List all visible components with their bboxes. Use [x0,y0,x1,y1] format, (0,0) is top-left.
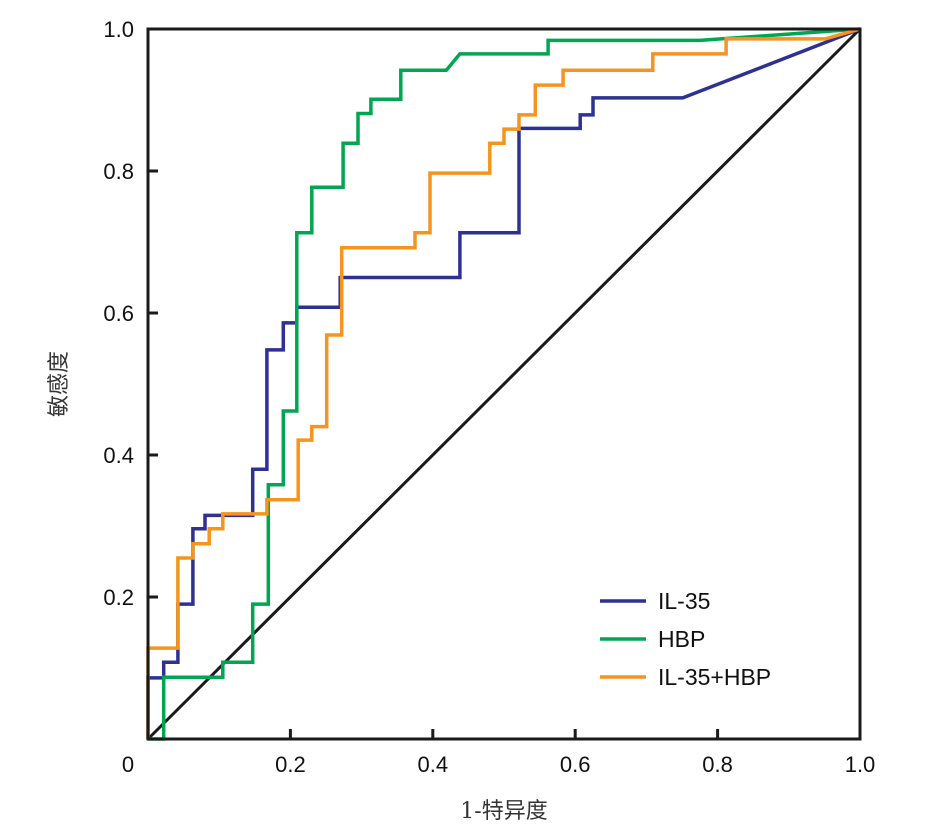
x-tick-label: 0.6 [560,752,591,777]
series-line-il-35-hbp [146,27,861,739]
x-tick-label: 0.8 [702,752,733,777]
series-line-hbp [148,27,861,741]
x-tick-label: 0.4 [418,752,449,777]
plot-frame [146,27,862,741]
x-tick-label: 0.2 [275,752,306,777]
legend-label: IL-35 [658,588,710,614]
x-tick-label: 1.0 [845,752,876,777]
legend-label: HBP [658,626,705,652]
x-tick-label: 0 [122,752,134,777]
axis-ticks: 0 0.2 0.4 0.6 0.8 1.0 0.2 0.4 0.6 0.8 1.0 [103,17,875,777]
y-tick-label: 0.6 [103,301,134,326]
y-tick-label: 1.0 [103,17,134,42]
legend: IL-35 HBP IL-35+HBP [600,588,771,690]
y-tick-label: 0.2 [103,585,134,610]
y-axis-title: 敏感度 [47,351,72,417]
reference-line [146,27,862,741]
plot-area [146,27,862,741]
y-tick-label: 0.4 [103,443,134,468]
y-tick-label: 0.8 [103,159,134,184]
legend-label: IL-35+HBP [658,664,771,690]
x-axis-title: 1-特异度 [460,799,547,824]
